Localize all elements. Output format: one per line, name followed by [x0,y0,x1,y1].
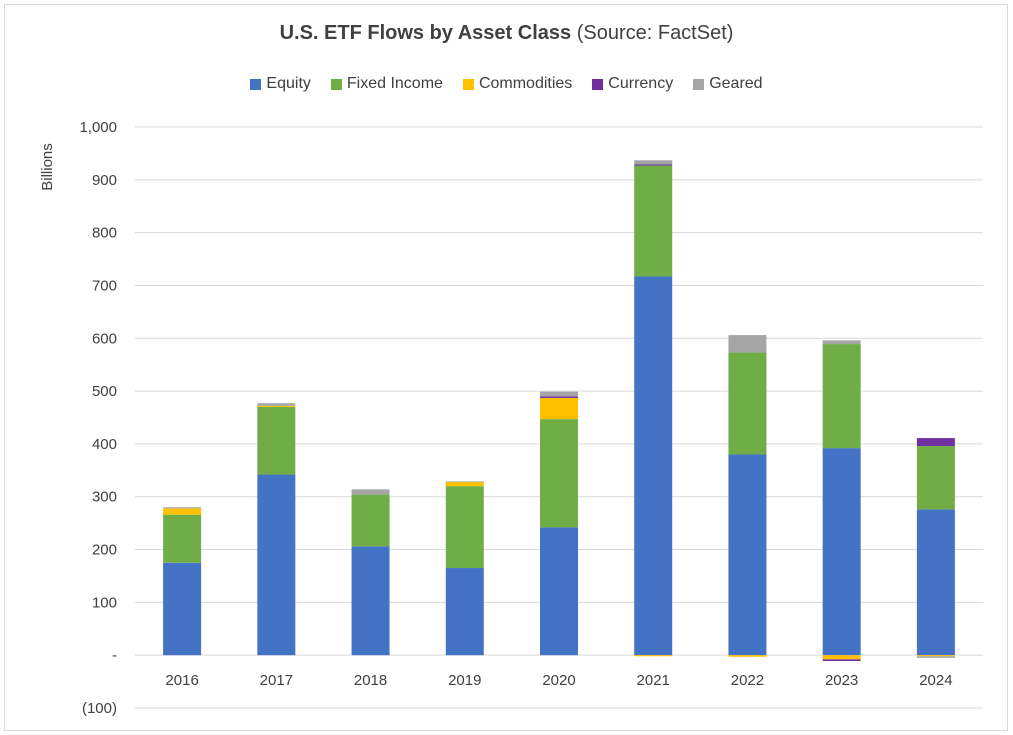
bars [163,160,955,661]
bar-commodities-2023 [822,655,861,660]
y-tick-label: 600 [92,330,117,347]
legend-label: Commodities [478,75,573,92]
legend-label: Currency [608,75,674,92]
y-tick-label: 700 [92,277,117,294]
bar-fixed-income-2017 [257,406,296,475]
y-tick-label: - [112,647,117,664]
x-tick-label: 2018 [354,672,387,689]
y-tick-label: 100 [92,594,117,611]
legend-label: Geared [709,75,763,92]
x-tick-label: 2019 [448,672,481,689]
x-tick-labels: 2016 2017 2018 2019 2020 2021 2022 2023 2024 [165,672,952,689]
y-axis-label: Billions [39,143,56,191]
bar-commodities-2022 [728,655,767,657]
bar-geared-2022 [728,335,767,353]
legend-swatch [250,78,262,90]
x-tick-label: 2020 [542,672,575,689]
y-tick-label: 900 [92,172,117,189]
legend-label: Fixed Income [346,75,443,92]
bar-currency-2024 [916,438,955,447]
bar-currency-2020 [540,396,578,398]
bar-commodities-2016 [163,508,202,515]
x-tick-label: 2022 [731,672,764,689]
chart-subtitle: (Source: FactSet) [576,22,734,44]
bar-equity-2017 [257,474,296,656]
bar-fixed-income-2024 [916,446,955,510]
y-tick-label: 800 [92,225,117,242]
x-tick-label: 2024 [919,672,952,689]
bar-geared-2019 [445,481,484,483]
bar-fixed-income-2023 [822,344,861,449]
bar-fixed-income-2021 [634,165,673,277]
chart-title: U.S. ETF Flows by Asset Class (Source: F… [0,22,1013,45]
bar-geared-2018 [351,489,390,495]
legend-item-equity: Equity [250,75,311,93]
bar-fixed-income-2022 [728,352,767,455]
bar-equity-2018 [351,546,390,656]
legend-swatch [592,78,604,90]
bar-commodities-2024 [916,655,955,657]
chart-legend: Equity Fixed Income Commodities Currency Gea… [0,75,1013,93]
y-tick-label: 1,000 [79,119,117,136]
bar-fixed-income-2020 [540,419,578,528]
bar-commodities-2017 [257,405,296,407]
bar-geared-2016 [163,507,202,509]
bar-commodities-2020 [540,397,578,420]
bar-equity-2019 [445,568,484,656]
bar-commodities-2019 [445,481,484,487]
legend-item-fixed-income: Fixed Income [330,75,443,93]
bar-commodities-2021 [634,655,673,657]
bar-equity-2021 [634,276,673,656]
bar-currency-2021 [634,164,673,166]
legend-swatch [462,78,474,90]
bar-equity-2024 [916,509,955,656]
bar-currency-2023 [822,659,861,661]
bar-fixed-income-2019 [445,486,484,569]
bar-equity-2016 [163,562,202,656]
bar-fixed-income-2018 [351,494,390,547]
legend-item-commodities: Commodities [462,75,573,93]
bar-fixed-income-2016 [163,514,202,563]
y-tick-label: 500 [92,383,117,400]
legend-item-currency: Currency [592,75,673,93]
y-tick-label: 300 [92,489,117,506]
x-tick-label: 2021 [637,672,670,689]
bar-equity-2023 [822,448,861,656]
bar-geared-2023 [822,340,861,345]
legend-swatch [330,78,342,90]
bar-geared-2017 [257,403,296,406]
bar-equity-2020 [540,527,578,656]
x-tick-label: 2016 [165,672,198,689]
x-tick-label: 2017 [260,672,293,689]
legend-swatch [693,78,705,90]
bar-geared-2021 [634,160,673,165]
bar-equity-2022 [728,454,767,656]
legend-label: Equity [266,75,311,92]
chart-title-main: U.S. ETF Flows by Asset Class [279,22,572,44]
y-tick-label: (100) [82,700,117,717]
y-tick-label: 200 [92,542,117,559]
bar-geared-2024 [916,656,955,658]
x-tick-label: 2023 [825,672,858,689]
legend-item-geared: Geared [693,75,763,93]
bar-geared-2020 [540,391,578,397]
y-tick-labels: 1,000 900 800 700 600 500 400 300 200 100 - (100) [79,119,117,717]
y-tick-label: 400 [92,436,117,453]
